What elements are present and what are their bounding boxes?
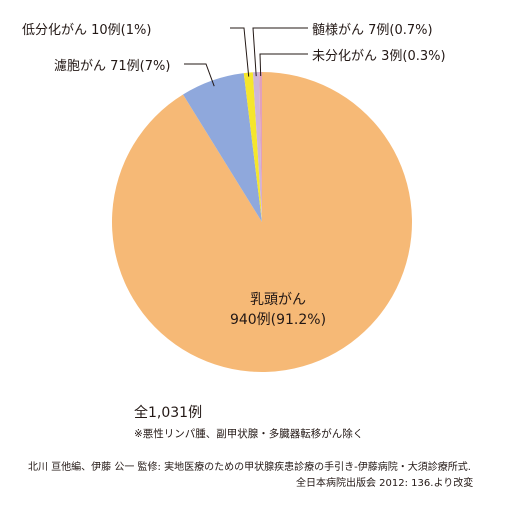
slice-labels: 乳頭がん 940例(91.2%) 濾胞がん 71例(7%) 低分化がん 10例(1%)…: [22, 23, 446, 328]
leader-line-poorly-differentiated: [230, 27, 250, 77]
leader-line-medullary: [252, 27, 308, 77]
slice-label-medullary: 髄様がん 7例(0.7%): [312, 23, 433, 38]
pie-slice-follicular: [183, 73, 262, 222]
source-citation-line2: 全日本病院出版会 2012: 136.より改変: [296, 478, 474, 489]
pie-slice-poorly-differentiated: [243, 72, 262, 222]
pie-slice-anaplastic: [259, 72, 262, 222]
leader-line-anaplastic: [259, 53, 308, 77]
leader-line-follicular: [184, 63, 215, 87]
source-citation-line1: 北川 亘他編、伊藤 公一 監修: 実地医療のための甲状腺疾患診療の手引き-伊藤病…: [28, 462, 471, 473]
slice-label-poorly-differentiated: 低分化がん 10例(1%): [22, 23, 151, 38]
pie-slice-papillary: [111, 72, 412, 372]
slice-label-anaplastic: 未分化がん 3例(0.3%): [312, 49, 446, 64]
pie-slice-medullary: [252, 72, 262, 222]
slice-label-papillary-name: 乳頭がん: [250, 292, 306, 308]
total-count: 全1,031例: [134, 405, 203, 421]
slice-label-follicular: 濾胞がん 71例(7%): [54, 59, 170, 74]
slice-label-papillary-value: 940例(91.2%): [230, 312, 326, 328]
pie-slices: [111, 72, 412, 372]
pie-chart: 乳頭がん 940例(91.2%) 濾胞がん 71例(7%) 低分化がん 10例(1%)…: [22, 23, 446, 372]
exclusion-note: ※悪性リンパ腫、副甲状腺・多臓器転移がん除く: [134, 428, 364, 440]
